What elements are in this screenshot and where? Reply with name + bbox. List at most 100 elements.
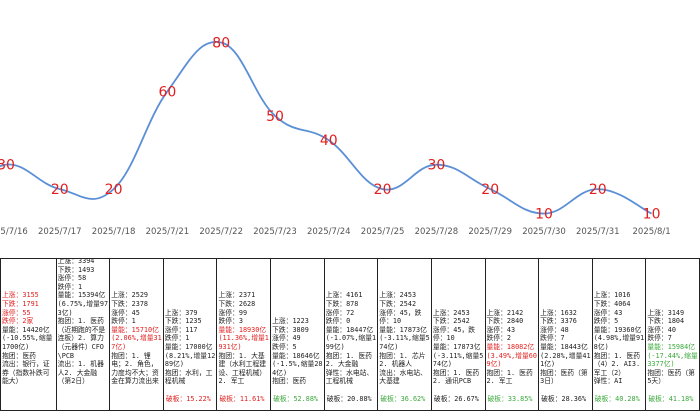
- stats-line: 涨停：45: [111, 308, 140, 317]
- stats-line: 量能：18646亿(-1.5%,缩量284亿): [272, 351, 323, 377]
- data-labels: 30 20 20 60 80 50 40 20 30 20 10 20 10: [0, 35, 661, 222]
- stats-line: 上涨：2529: [111, 291, 149, 300]
- stats-line: 下跌：878: [325, 300, 359, 309]
- stats-line: 下跌：3376: [540, 317, 577, 326]
- stats-line: 跌停：1: [111, 317, 136, 326]
- data-label: 20: [589, 182, 607, 198]
- stats-line: 流出：1. 机器人2. 大金融（第2日）: [57, 360, 104, 386]
- stats-line: 上涨：3394: [57, 259, 95, 266]
- data-label: 40: [320, 133, 338, 149]
- stats-line: 跌停：3: [218, 317, 243, 326]
- break-rate: 破板：52.88%: [273, 395, 319, 404]
- data-label: 20: [51, 182, 69, 198]
- data-label: 60: [158, 84, 176, 100]
- stats-body: 上涨：3149 下跌：1804 涨停：40 跌停：7 量能：15984亿(-17.44%…: [647, 309, 698, 386]
- stats-line: 上涨：2371: [218, 291, 256, 300]
- stats-body: 上涨：3155 下跌：1791 涨停：55 跌停：2家 量能：14420亿(-10.55…: [2, 291, 55, 386]
- stats-line: 量能：18443亿(2.28%,增量411亿): [540, 343, 591, 369]
- stats-column: 上涨：3149 下跌：1804 涨停：40 跌停：7 量能：15984亿(-17.44%…: [645, 259, 700, 410]
- x-tick-label: 2025/7/29: [468, 227, 512, 237]
- stats-line: 上涨：4161: [325, 291, 363, 300]
- stats-line: 抱团：1. 锂电；2. 角色，力度均不大；资金在算力流出来: [111, 351, 159, 386]
- x-tick-label: 2025/7/31: [576, 227, 620, 237]
- stats-line: 下跌：1235: [164, 317, 202, 326]
- stats-line: 涨停：72: [325, 308, 355, 317]
- stats-line: 抱团：1. 医药2. 通讯PCB: [432, 368, 480, 386]
- stats-line: 流出：银行，证券（指数补跌可能大）: [2, 360, 50, 386]
- stats-line: 上涨：1016: [593, 291, 631, 300]
- stats-line: 下跌：2542: [432, 317, 470, 326]
- stats-line: 涨停：43: [593, 308, 623, 317]
- stats-column: 上涨：2371 下跌：2628 涨停：99 跌停：3 量能：18930亿(11.36%,…: [216, 259, 270, 410]
- data-label: 20: [105, 182, 123, 198]
- data-label: 20: [481, 182, 499, 198]
- stats-column: 上涨：3394 下跌：1493 涨停：58 跌停：1 量能：15394亿(6.75%,增…: [55, 259, 110, 410]
- x-tick-label: 2025/7/24: [307, 227, 351, 237]
- stats-line: 跌停：7: [647, 334, 672, 343]
- stats-line: 下跌：3809: [272, 325, 309, 334]
- stats-line: 下跌：2542: [379, 300, 417, 309]
- stats-line: 量能：18447亿(-1.07%,缩量199亿): [325, 325, 377, 352]
- x-tick-label: 2025/7/25: [361, 227, 405, 237]
- stats-line: 跌停：1: [57, 282, 83, 291]
- stats-body: 上涨：1632 下跌：3376 涨停：48 跌停：7 量能：18443亿(2.28%,增…: [540, 309, 591, 386]
- stats-line: 上涨：3155: [2, 291, 39, 300]
- stats-column: 上涨：4161 下跌：878 涨停：72 跌停：0 量能：18447亿(-1.07%,缩…: [323, 259, 378, 410]
- stats-column: 上涨：3155 下跌：1791 涨停：55 跌停：2家 量能：14420亿(-10.55…: [0, 259, 56, 410]
- data-label: 50: [266, 109, 284, 125]
- data-label: 20: [374, 182, 392, 198]
- stats-line: 量能：15394亿(6.75%,增量973亿): [57, 291, 109, 317]
- stats-column: 上涨：379 下跌：1235 涨停：117 跌停：1 量能：17000亿(8.21%,增…: [162, 259, 217, 410]
- stats-line: 上涨：2142: [486, 308, 524, 317]
- stats-line: 下跌：2840: [486, 317, 524, 326]
- stats-body: 上涨：2453 下跌：2542 涨停：45，跌停：10 量能：17873亿(-3.11…: [433, 309, 484, 386]
- stats-line: 涨停：58: [57, 274, 87, 283]
- break-rate: 破板：33.85%: [487, 395, 533, 404]
- stats-body: 上涨：4161 下跌：878 涨停：72 跌停：0 量能：18447亿(-1.07%,缩…: [326, 291, 377, 386]
- x-tick-label: 2025/7/30: [522, 227, 566, 237]
- stats-line: 涨停：48: [540, 325, 569, 334]
- stats-line: 抱团：1. 医药2. 军工: [486, 368, 533, 386]
- stats-line: 量能：17873亿(-3.11%,缩量574亿): [379, 325, 430, 352]
- break-rate: 破板：15.22%: [165, 395, 211, 404]
- stats-line: 上涨：2453: [379, 291, 417, 300]
- stats-line: 流出：水电站、大基建: [379, 368, 427, 386]
- stats-column: 上涨：1223 下跌：3809 涨停：49 跌停：5 量能：18646亿(-1.5%,缩…: [270, 259, 324, 410]
- stats-line: 跌停：2: [486, 334, 511, 343]
- break-rate: 破板：11.61%: [219, 395, 265, 404]
- stats-line: 涨停：43: [486, 325, 516, 334]
- stats-line: 抱团：1. 大基建（水利工程建设、工程机械）2. 军工: [218, 351, 267, 386]
- x-tick-label: 2025/7/22: [199, 227, 243, 237]
- stats-line: 量能：15984亿(-17.44%,缩量3377亿): [647, 343, 698, 369]
- stats-body: 上涨：2371 下跌：2628 涨停：99 跌停：3 量能：18930亿(11.36%,…: [218, 291, 269, 386]
- stats-line: 跌停：7: [540, 334, 565, 343]
- stats-body: 上涨：2529 下跌：2378 涨停：45 跌停：1 量能：15710亿(2.06%,增…: [111, 291, 162, 386]
- stats-line: 涨停：45，跌停：10: [379, 308, 422, 326]
- stats-line: 涨停：117: [164, 325, 198, 334]
- stats-column: 上涨：2529 下跌：2378 涨停：45 跌停：1 量能：15710亿(2.06%,增…: [109, 259, 163, 410]
- break-rate: 破板：40.28%: [594, 395, 640, 404]
- stats-column: 上涨：1632 下跌：3376 涨停：48 跌停：7 量能：18443亿(2.28%,增…: [538, 259, 592, 410]
- stats-line: 上涨：2453: [432, 308, 470, 317]
- stats-line: 下跌：1791: [2, 300, 39, 309]
- stats-body: 上涨：2453 下跌：2542 涨停：45，跌停：10 量能：17873亿(-3.11…: [379, 291, 430, 386]
- x-tick-label: 2025/7/23: [253, 227, 297, 237]
- x-tick-label: 2025/7/21: [146, 227, 190, 237]
- stats-line: 下跌：1493: [57, 265, 95, 274]
- stats-line: 量能：19360亿(4.98%,增量918亿): [593, 325, 645, 352]
- data-label: 80: [212, 35, 230, 51]
- stats-line: 弹性：AI: [593, 377, 623, 386]
- stats-line: 弹性：水电站、工程机械: [325, 368, 374, 386]
- stats-line: 上涨：1632: [540, 308, 577, 317]
- stats-line: 抱团：医药（第5天）: [647, 368, 695, 386]
- stats-line: 跌停：5: [272, 343, 297, 352]
- x-tick-label: 2025/7/17: [38, 227, 82, 237]
- x-tick-label: 2025/8/1: [633, 227, 671, 237]
- stats-line: 抱团：医药（第3日）: [540, 368, 588, 386]
- stats-column: 上涨：2453 下跌：2542 涨停：45，跌停：10 量能：17873亿(-3.11…: [377, 259, 431, 410]
- stats-line: 抱团：水利，工程机械: [164, 368, 213, 386]
- x-axis-tick-labels: 2025/7/16 2025/7/17 2025/7/18 2025/7/21 2025…: [0, 227, 671, 237]
- stats-line: 下跌：4064: [593, 300, 631, 309]
- stats-line: 涨停：45，跌停：10: [432, 325, 476, 343]
- stats-line: 抱团：1. 医药（近期跑的不是连板）2. 算力（元器件）CFO\PCB: [57, 317, 106, 360]
